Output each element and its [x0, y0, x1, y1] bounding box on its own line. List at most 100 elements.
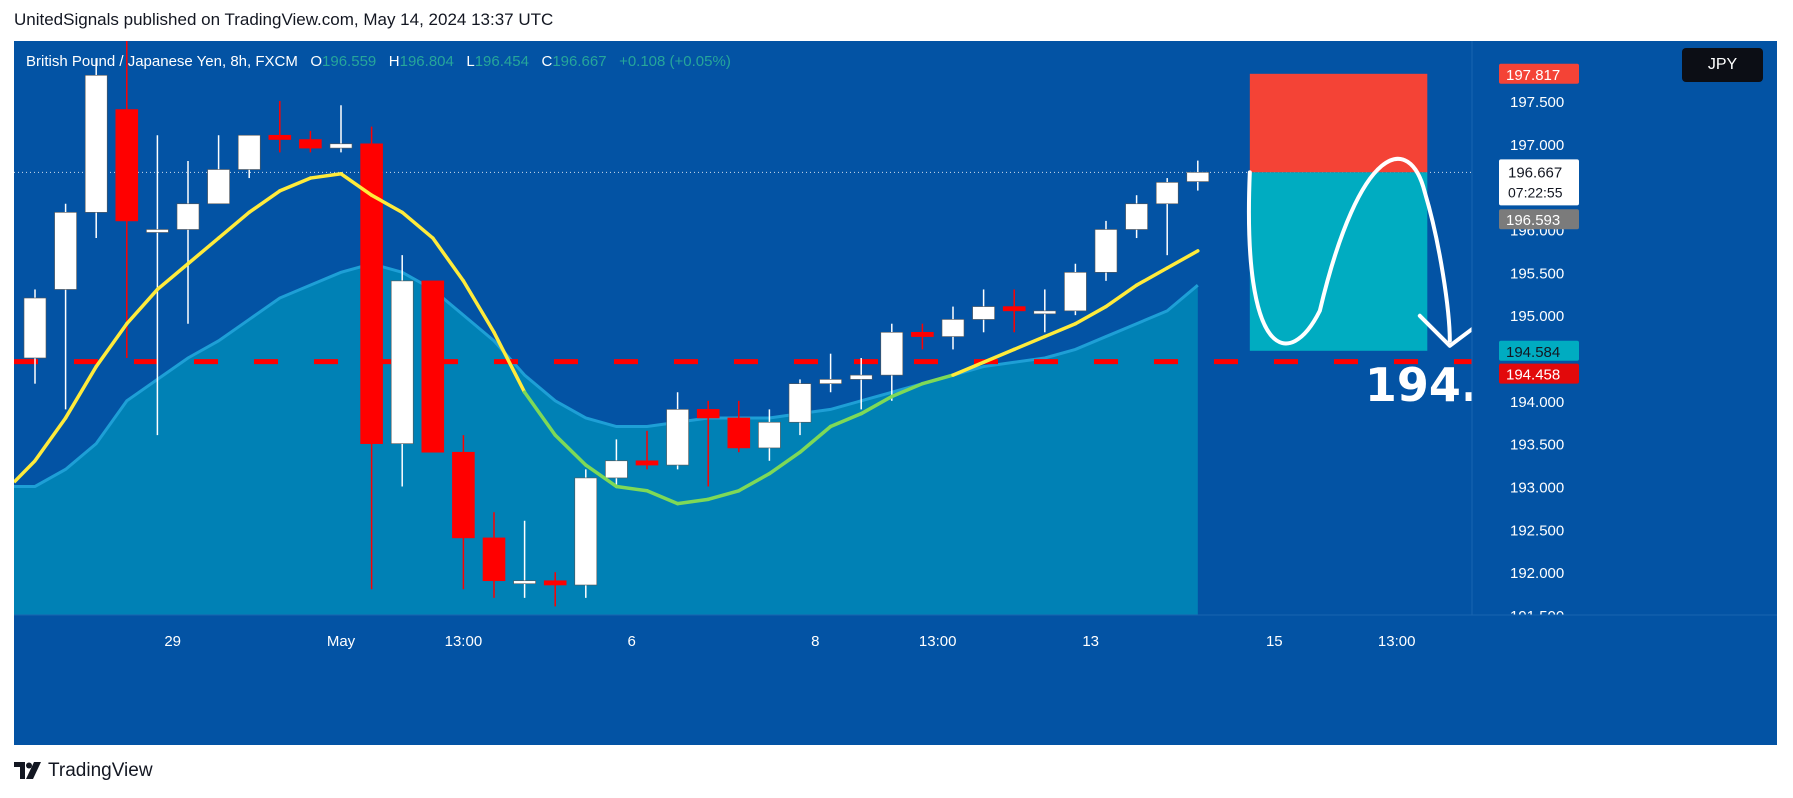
high-label: H — [388, 53, 400, 70]
candle-up — [1125, 203, 1148, 230]
ma-fast-segment — [737, 471, 772, 493]
candle-down — [452, 451, 475, 539]
candle-up — [941, 319, 965, 337]
candle-up — [390, 280, 414, 444]
ma-slow-line — [14, 262, 1199, 488]
symbol-legend: British Pound / Japanese Yen, 8h, FXCM O… — [26, 53, 731, 70]
ma-fast-segment — [584, 463, 619, 489]
time-axis-bg — [14, 615, 1777, 745]
candles-group — [23, 41, 1210, 607]
tradingview-footer[interactable]: TradingView — [14, 760, 153, 782]
wave-arrow-path — [1246, 156, 1452, 346]
x-tick-label: 13:00 — [445, 633, 483, 650]
ma-area-fill — [14, 263, 1198, 615]
x-tick-label: 8 — [811, 633, 819, 650]
ma-fast-segment — [216, 210, 251, 240]
candle-up — [146, 229, 169, 233]
open-value: 196.559 — [322, 53, 377, 70]
high-value: 196.804 — [399, 53, 454, 70]
ma-fast-segment — [1134, 266, 1169, 287]
symbol-title: British Pound / Japanese Yen, 8h, FXCM — [26, 53, 298, 70]
ma-value-tag: 196.593 — [1506, 212, 1560, 229]
ma-fast-segment — [614, 484, 649, 493]
candle-up — [605, 460, 628, 479]
x-tick-label: 13:00 — [919, 633, 957, 650]
candle-up — [788, 383, 812, 423]
ma-fast-segment — [981, 347, 1016, 365]
ma-value-tag-bg — [1499, 209, 1579, 230]
y-tick-label: 195.500 — [1510, 265, 1564, 282]
chart-area[interactable]: 194.45191.500192.000192.500193.000193.50… — [14, 41, 1777, 745]
y-tick-label: 195.000 — [1510, 308, 1564, 325]
candle-up — [237, 134, 261, 170]
target-price-tag-bg — [1499, 340, 1579, 361]
ma-fast-segment — [1012, 334, 1047, 352]
candle-down — [543, 580, 567, 586]
ma-fast-segment — [369, 193, 404, 215]
change-value: +0.108 (+0.05%) — [619, 53, 731, 70]
ma-fast-segment — [1165, 249, 1200, 270]
take-profit-zone — [1249, 172, 1428, 351]
ma-fast-segment — [675, 497, 710, 506]
x-tick-label: 29 — [164, 633, 181, 650]
tradingview-logo-icon — [14, 762, 41, 779]
x-tick-label: May — [327, 633, 356, 650]
dashed-level-tag-bg — [1499, 363, 1579, 384]
candle-down — [115, 109, 139, 222]
x-tick-label: 13 — [1082, 633, 1099, 650]
ma-fast-segment — [155, 261, 190, 292]
target-price-tag: 194.584 — [1506, 344, 1560, 361]
low-value: 196.454 — [474, 53, 529, 70]
ma-fast-segment — [522, 390, 557, 437]
candle-up — [1155, 182, 1179, 205]
stop-price-tag: 197.817 — [1506, 67, 1560, 84]
ma-fast-segment — [706, 489, 741, 502]
y-tick-label: 197.500 — [1510, 94, 1564, 111]
candle-up — [758, 421, 781, 449]
candle-up — [329, 143, 353, 149]
ma-fast-segment — [828, 411, 863, 429]
ma-fast-segment — [308, 172, 343, 180]
ma-fast-segment — [1104, 283, 1139, 309]
ma-fast-segment — [247, 189, 282, 215]
close-value: 196.667 — [552, 53, 607, 70]
dashed-level-tag: 194.458 — [1506, 367, 1560, 384]
candle-down — [696, 409, 720, 419]
ma-fast-segment — [125, 287, 160, 326]
ma-fast-segment — [186, 236, 221, 266]
candle-up — [176, 203, 200, 230]
y-tick-label: 197.000 — [1510, 137, 1564, 154]
tradingview-brand: TradingView — [48, 760, 153, 781]
candle-up — [574, 477, 598, 586]
ma-fast-segment — [461, 279, 496, 335]
x-tick-label: 13:00 — [1378, 633, 1416, 650]
ma-fast-segment — [339, 172, 374, 197]
ma-fast-segment — [14, 459, 37, 484]
y-tick-label: 193.500 — [1510, 437, 1564, 454]
candle-up — [1033, 310, 1057, 315]
ma-fast-segment — [798, 424, 833, 454]
low-label: L — [466, 53, 475, 70]
candle-up — [207, 169, 230, 205]
price-chart[interactable]: 194.45191.500192.000192.500193.000193.50… — [14, 41, 1777, 745]
y-tick-label: 192.000 — [1510, 565, 1564, 582]
candle-up — [972, 306, 995, 320]
y-tick-label: 192.500 — [1510, 522, 1564, 539]
candle-up — [1186, 172, 1210, 182]
candle-down — [360, 143, 383, 444]
stop-loss-zone — [1249, 73, 1428, 173]
candle-down — [299, 139, 322, 149]
candle-down — [1002, 306, 1026, 312]
candle-up — [849, 374, 873, 380]
current-price-tag-bg — [1499, 159, 1579, 206]
x-tick-label: 6 — [628, 633, 636, 650]
bar-countdown: 07:22:55 — [1508, 184, 1563, 200]
currency-button[interactable]: JPY — [1682, 48, 1763, 82]
candle-down — [482, 537, 506, 582]
ma-fast-segment — [400, 210, 435, 240]
ma-fast-segment — [492, 330, 527, 395]
candle-down — [268, 134, 292, 140]
y-tick-label: 194.000 — [1510, 394, 1564, 411]
ma-fast-segment — [553, 433, 588, 467]
candle-up — [1064, 272, 1087, 312]
